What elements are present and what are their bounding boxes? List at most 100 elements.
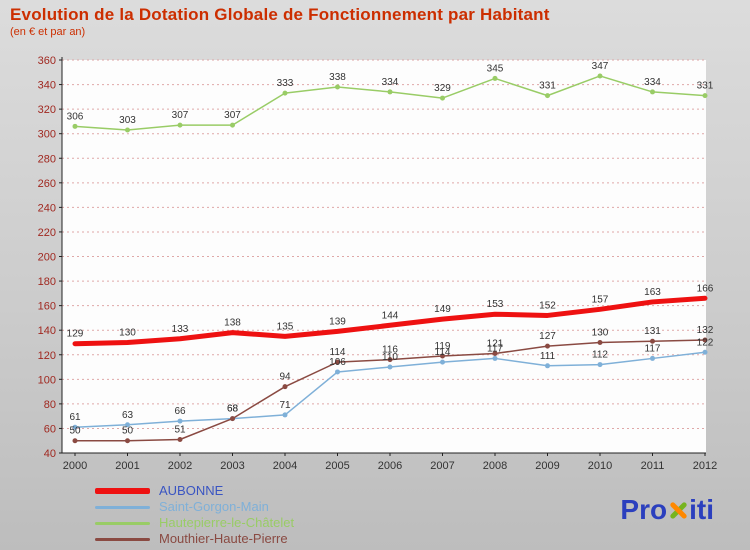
legend-item-saint-gorgon-main: Saint-Gorgon-Main — [95, 499, 294, 515]
legend-label-aubonne: AUBONNE — [159, 483, 224, 498]
svg-text:153: 153 — [487, 299, 504, 310]
svg-text:60: 60 — [44, 423, 56, 435]
svg-text:334: 334 — [644, 77, 661, 88]
svg-text:329: 329 — [434, 83, 451, 94]
svg-text:338: 338 — [329, 72, 346, 83]
svg-text:2012: 2012 — [693, 460, 717, 472]
svg-text:340: 340 — [38, 80, 56, 92]
svg-text:63: 63 — [122, 410, 134, 421]
legend-label-hautepierre-le-ch-telet: Hautepierre-le-Châtelet — [159, 515, 295, 530]
svg-text:80: 80 — [44, 399, 56, 411]
svg-text:306: 306 — [67, 111, 84, 122]
svg-text:180: 180 — [38, 276, 56, 288]
proxiti-logo: Pro iti — [620, 494, 714, 526]
legend-swatch-mouthier-haute-pierre — [95, 537, 150, 541]
svg-text:135: 135 — [277, 321, 294, 332]
chart-legend: AUBONNE Saint-Gorgon-Main Hautepierre-le-C… — [95, 483, 294, 547]
svg-text:131: 131 — [644, 326, 661, 337]
svg-text:132: 132 — [697, 325, 714, 336]
legend-swatch-saint-gorgon-main — [95, 505, 150, 509]
svg-text:2003: 2003 — [220, 460, 244, 472]
svg-text:68: 68 — [227, 404, 239, 415]
svg-text:2011: 2011 — [641, 460, 665, 472]
svg-text:240: 240 — [38, 202, 56, 214]
legend-label-saint-gorgon-main: Saint-Gorgon-Main — [159, 499, 269, 514]
svg-text:130: 130 — [592, 327, 609, 338]
chart-subtitle: (en € et par an) — [10, 26, 86, 38]
svg-text:331: 331 — [539, 81, 556, 92]
svg-text:139: 139 — [329, 316, 346, 327]
svg-text:2000: 2000 — [63, 460, 87, 472]
svg-text:303: 303 — [119, 115, 136, 126]
svg-text:138: 138 — [224, 318, 241, 329]
svg-text:334: 334 — [382, 77, 399, 88]
svg-text:117: 117 — [645, 343, 661, 354]
chart-canvas: 40 60 80 100 120 140 160 180 200 220 240 260 280 300 3… — [38, 55, 718, 472]
svg-text:360: 360 — [38, 55, 56, 67]
svg-text:114: 114 — [435, 347, 451, 358]
svg-text:166: 166 — [697, 283, 714, 294]
svg-text:40: 40 — [44, 448, 56, 460]
svg-text:220: 220 — [38, 227, 56, 239]
svg-text:2001: 2001 — [115, 460, 139, 472]
logo-x-icon — [668, 497, 688, 523]
legend-label-mouthier-haute-pierre: Mouthier-Haute-Pierre — [159, 531, 288, 546]
svg-text:149: 149 — [434, 304, 451, 315]
svg-text:347: 347 — [592, 61, 609, 72]
svg-text:260: 260 — [38, 178, 56, 190]
svg-text:144: 144 — [382, 310, 399, 321]
svg-text:51: 51 — [174, 424, 186, 435]
svg-text:133: 133 — [172, 324, 189, 335]
svg-text:127: 127 — [539, 331, 556, 342]
svg-text:320: 320 — [38, 104, 56, 116]
legend-item-mouthier-haute-pierre: Mouthier-Haute-Pierre — [95, 531, 294, 547]
svg-text:2004: 2004 — [273, 460, 297, 472]
svg-text:2008: 2008 — [483, 460, 507, 472]
svg-text:345: 345 — [487, 63, 504, 74]
svg-text:152: 152 — [539, 300, 556, 311]
legend-swatch-aubonne — [95, 488, 150, 494]
svg-text:2010: 2010 — [588, 460, 612, 472]
svg-text:117: 117 — [487, 343, 503, 354]
svg-text:122: 122 — [697, 337, 714, 348]
svg-text:2007: 2007 — [430, 460, 454, 472]
svg-text:61: 61 — [69, 412, 81, 423]
svg-text:2006: 2006 — [378, 460, 402, 472]
svg-text:331: 331 — [697, 81, 714, 92]
svg-text:110: 110 — [382, 352, 398, 363]
svg-text:140: 140 — [38, 325, 56, 337]
svg-text:50: 50 — [69, 426, 81, 437]
svg-text:68: 68 — [227, 404, 239, 415]
legend-item-aubonne: AUBONNE — [95, 483, 294, 499]
svg-text:163: 163 — [644, 287, 661, 298]
chart-title: Evolution de la Dotation Globale de Fonc… — [10, 5, 550, 24]
svg-text:157: 157 — [592, 294, 609, 305]
svg-text:94: 94 — [279, 372, 291, 383]
svg-text:129: 129 — [67, 329, 84, 340]
svg-text:100: 100 — [38, 374, 56, 386]
svg-text:111: 111 — [540, 351, 556, 362]
logo-text-iti: iti — [689, 494, 714, 525]
svg-text:307: 307 — [224, 110, 241, 121]
svg-text:116: 116 — [382, 345, 398, 356]
svg-text:160: 160 — [38, 301, 56, 313]
svg-text:280: 280 — [38, 153, 56, 165]
svg-text:120: 120 — [38, 350, 56, 362]
svg-text:114: 114 — [330, 347, 346, 358]
svg-text:130: 130 — [119, 327, 136, 338]
svg-text:307: 307 — [172, 110, 189, 121]
svg-text:112: 112 — [592, 350, 608, 361]
logo-text-pro: Pro — [620, 494, 668, 525]
svg-text:333: 333 — [277, 78, 294, 89]
svg-text:200: 200 — [38, 252, 56, 264]
svg-text:50: 50 — [122, 426, 134, 437]
svg-text:2005: 2005 — [325, 460, 349, 472]
svg-text:66: 66 — [174, 406, 186, 417]
svg-text:71: 71 — [279, 400, 291, 411]
svg-text:300: 300 — [38, 129, 56, 141]
chart-header: Evolution de la Dotation Globale de Fonc… — [10, 5, 550, 38]
legend-item-hautepierre-le-ch-telet: Hautepierre-le-Châtelet — [95, 515, 294, 531]
legend-swatch-hautepierre-le-ch-telet — [95, 521, 150, 525]
svg-text:2009: 2009 — [535, 460, 559, 472]
